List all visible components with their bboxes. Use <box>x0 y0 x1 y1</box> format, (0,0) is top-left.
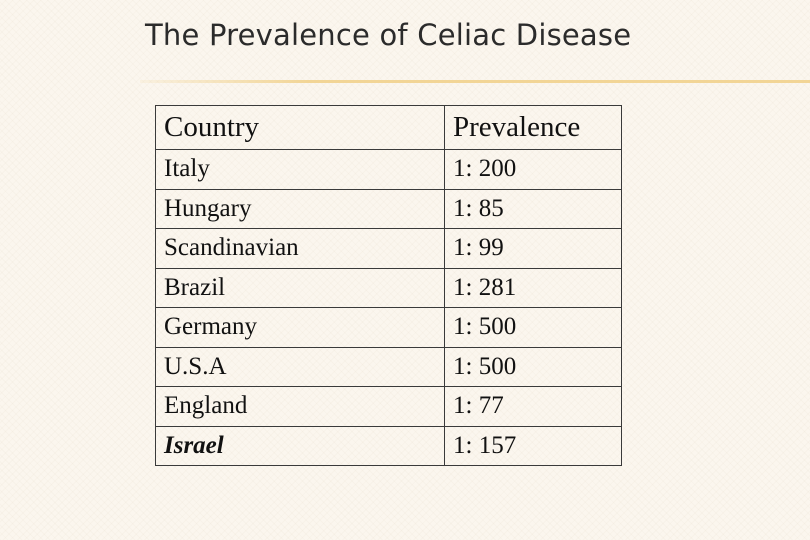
title-underline <box>140 80 810 83</box>
prevalence-cell: 1: 200 <box>444 149 622 190</box>
country-cell: U.S.A <box>155 346 445 387</box>
table-row: Scandinavian 1: 99 <box>155 228 622 269</box>
header-country: Country <box>155 105 445 150</box>
prevalence-cell: 1: 500 <box>444 307 622 348</box>
prevalence-table-container: Country Prevalence Italy 1: 200 Hungary … <box>155 105 622 466</box>
table-row: Italy 1: 200 <box>155 149 622 190</box>
table-row: U.S.A 1: 500 <box>155 346 622 387</box>
country-cell: Brazil <box>155 267 445 308</box>
prevalence-cell: 1: 500 <box>444 346 622 387</box>
prevalence-table: Country Prevalence Italy 1: 200 Hungary … <box>155 105 622 466</box>
table-row: England 1: 77 <box>155 386 622 427</box>
country-cell: England <box>155 386 445 427</box>
prevalence-cell: 1: 85 <box>444 188 622 229</box>
prevalence-cell: 1: 77 <box>444 386 622 427</box>
prevalence-cell: 1: 157 <box>444 425 622 466</box>
table-row: Germany 1: 500 <box>155 307 622 348</box>
country-cell-israel: Israel <box>155 425 445 466</box>
prevalence-cell: 1: 99 <box>444 228 622 269</box>
country-cell: Germany <box>155 307 445 348</box>
country-cell: Italy <box>155 149 445 190</box>
prevalence-cell: 1: 281 <box>444 267 622 308</box>
table-row: Hungary 1: 85 <box>155 188 622 229</box>
header-prevalence: Prevalence <box>444 105 622 150</box>
country-cell: Scandinavian <box>155 228 445 269</box>
table-row: Brazil 1: 281 <box>155 267 622 308</box>
table-row: Israel 1: 157 <box>155 425 622 466</box>
country-cell: Hungary <box>155 188 445 229</box>
table-header-row: Country Prevalence <box>155 105 622 150</box>
slide-title: The Prevalence of Celiac Disease <box>145 18 632 52</box>
